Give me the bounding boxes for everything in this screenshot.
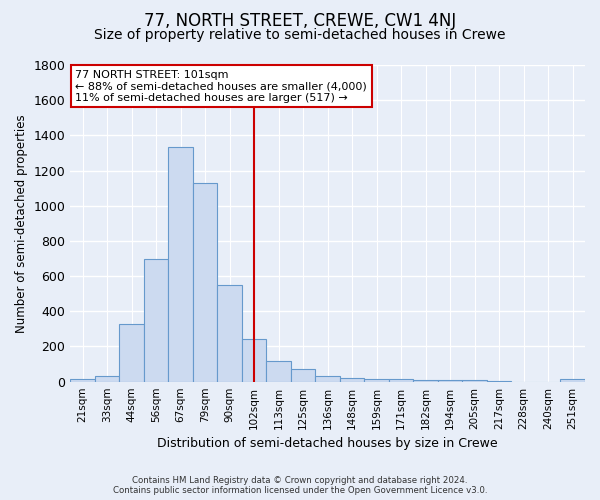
Bar: [217, 285, 242, 382]
Bar: [364, 379, 389, 382]
Bar: [242, 340, 266, 382]
Bar: [193, 183, 217, 382]
Text: 77, NORTH STREET, CREWE, CW1 4NJ: 77, NORTH STREET, CREWE, CW1 4NJ: [144, 12, 456, 30]
X-axis label: Distribution of semi-detached houses by size in Crewe: Distribution of semi-detached houses by …: [157, 437, 498, 450]
Bar: [95, 376, 119, 382]
Bar: [70, 379, 95, 382]
Bar: [291, 370, 316, 382]
Bar: [560, 379, 585, 382]
Bar: [413, 380, 438, 382]
Bar: [487, 381, 511, 382]
Bar: [119, 324, 144, 382]
Y-axis label: Number of semi-detached properties: Number of semi-detached properties: [15, 114, 28, 332]
Bar: [463, 380, 487, 382]
Text: Contains HM Land Registry data © Crown copyright and database right 2024.
Contai: Contains HM Land Registry data © Crown c…: [113, 476, 487, 495]
Bar: [340, 378, 364, 382]
Bar: [316, 376, 340, 382]
Bar: [144, 260, 169, 382]
Bar: [389, 379, 413, 382]
Text: 77 NORTH STREET: 101sqm
← 88% of semi-detached houses are smaller (4,000)
11% of: 77 NORTH STREET: 101sqm ← 88% of semi-de…: [76, 70, 367, 103]
Bar: [169, 147, 193, 382]
Text: Size of property relative to semi-detached houses in Crewe: Size of property relative to semi-detach…: [94, 28, 506, 42]
Bar: [266, 360, 291, 382]
Bar: [438, 380, 463, 382]
